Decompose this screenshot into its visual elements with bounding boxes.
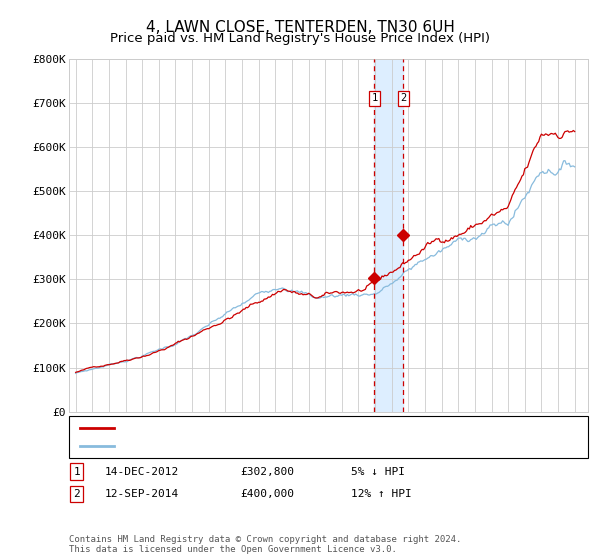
Text: 12-SEP-2014: 12-SEP-2014 [105,489,179,499]
Text: Contains HM Land Registry data © Crown copyright and database right 2024.
This d: Contains HM Land Registry data © Crown c… [69,535,461,554]
Text: Price paid vs. HM Land Registry's House Price Index (HPI): Price paid vs. HM Land Registry's House … [110,32,490,45]
Text: 14-DEC-2012: 14-DEC-2012 [105,466,179,477]
Text: 12% ↑ HPI: 12% ↑ HPI [351,489,412,499]
Text: 2: 2 [73,489,80,499]
Text: £302,800: £302,800 [240,466,294,477]
Text: 4, LAWN CLOSE, TENTERDEN, TN30 6UH: 4, LAWN CLOSE, TENTERDEN, TN30 6UH [146,20,454,35]
Text: 5% ↓ HPI: 5% ↓ HPI [351,466,405,477]
Text: £400,000: £400,000 [240,489,294,499]
Text: 2: 2 [400,94,407,104]
Text: 1: 1 [371,94,377,104]
Text: 1: 1 [73,466,80,477]
Text: HPI: Average price, detached house, Ashford: HPI: Average price, detached house, Ashf… [120,441,410,451]
Text: 4, LAWN CLOSE, TENTERDEN, TN30 6UH (detached house): 4, LAWN CLOSE, TENTERDEN, TN30 6UH (deta… [120,423,464,433]
Bar [374,59,403,412]
